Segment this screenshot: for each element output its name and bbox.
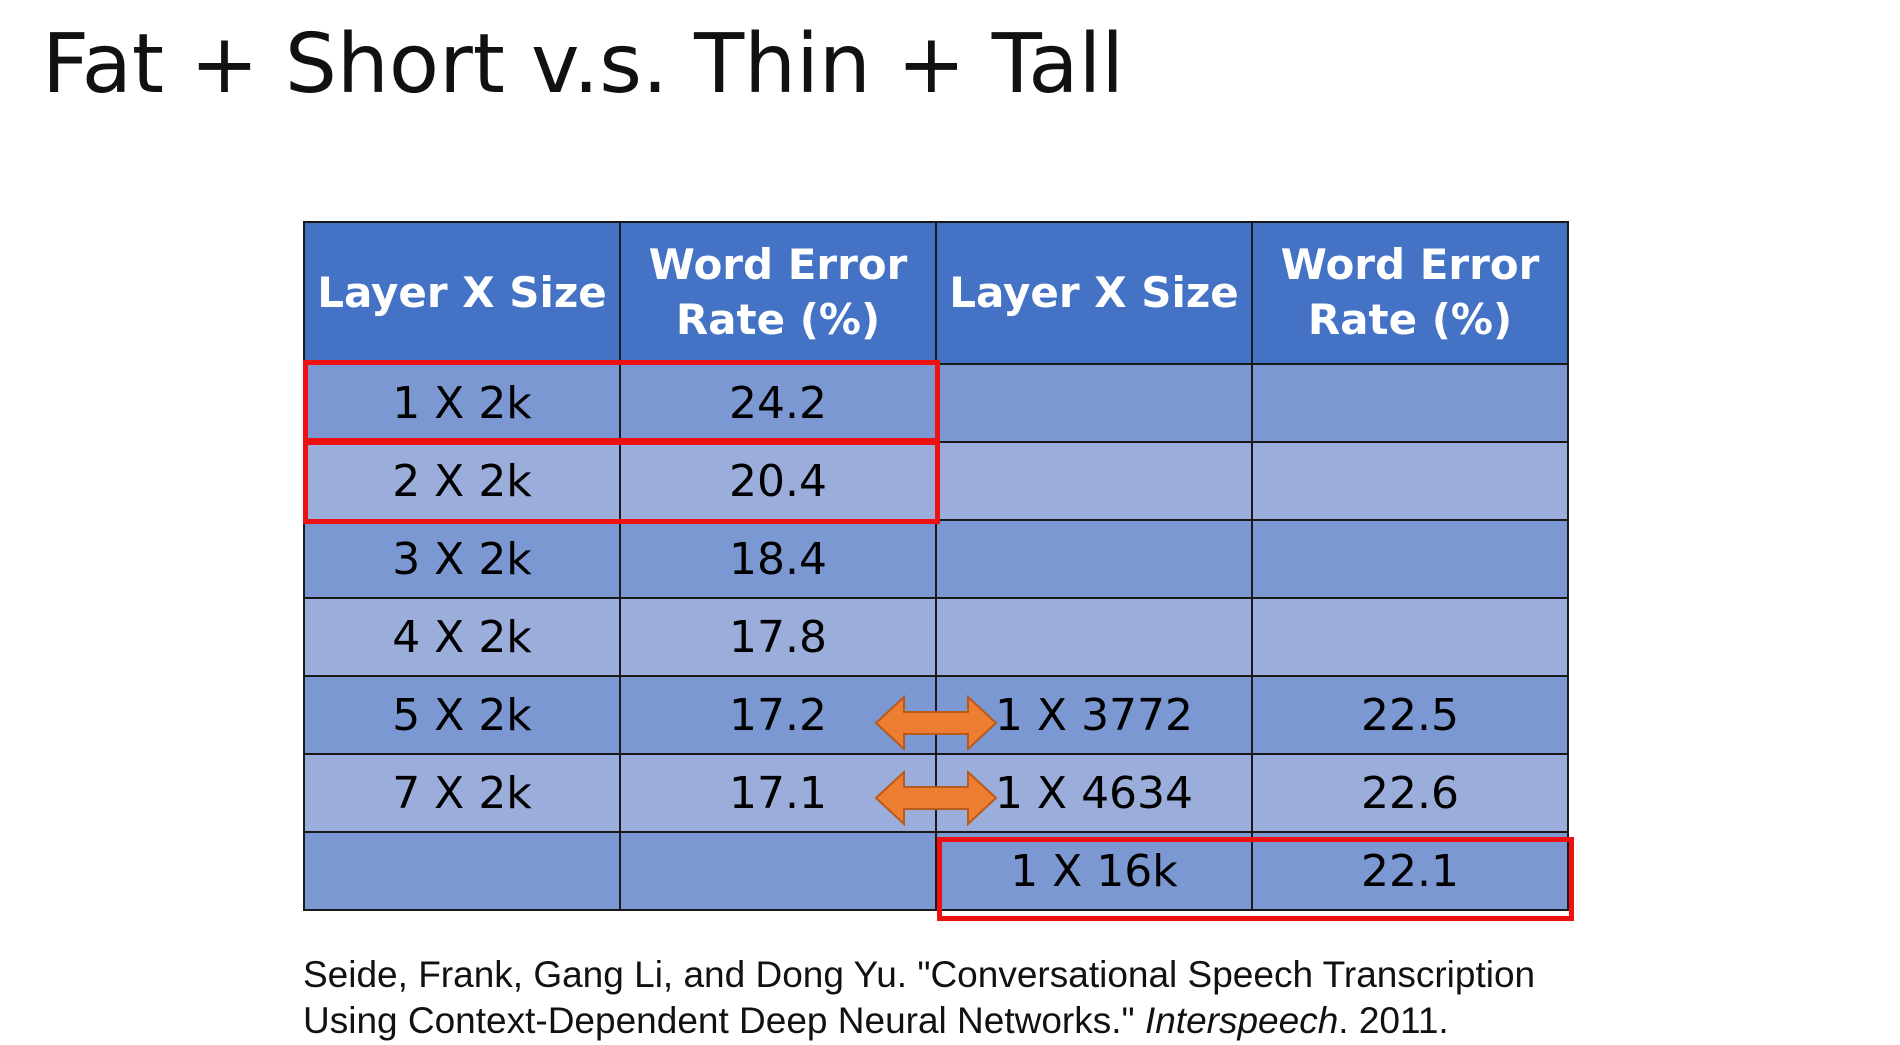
cell-wer: 17.1	[619, 753, 937, 833]
cell-layer-size	[935, 363, 1253, 443]
cell-layer-size: 3 X 2k	[303, 519, 621, 599]
cell-wer: 24.2	[619, 363, 937, 443]
table-row: 5 X 2k 17.2 1 X 3772 22.5	[303, 675, 1569, 755]
table-row: 1 X 16k 22.1	[303, 831, 1569, 911]
cell-layer-size	[935, 441, 1253, 521]
word-error-rate-table: Layer X Size Word Error Rate (%) Layer X…	[303, 221, 1569, 911]
citation-venue: Interspeech	[1144, 1000, 1339, 1041]
citation-line-1: Seide, Frank, Gang Li, and Dong Yu. "Con…	[303, 954, 1536, 995]
header-layer-size-left: Layer X Size	[303, 221, 621, 365]
cell-wer: 17.8	[619, 597, 937, 677]
cell-wer: 22.5	[1251, 675, 1569, 755]
citation: Seide, Frank, Gang Li, and Dong Yu. "Con…	[303, 952, 1535, 1044]
table-row: 2 X 2k 20.4	[303, 441, 1569, 521]
cell-layer-size	[303, 831, 621, 911]
cell-wer: 22.6	[1251, 753, 1569, 833]
citation-line-2: Using Context-Dependent Deep Neural Netw…	[303, 1000, 1145, 1041]
cell-wer	[1251, 363, 1569, 443]
cell-layer-size	[935, 519, 1253, 599]
results-table-container: Layer X Size Word Error Rate (%) Layer X…	[303, 221, 1569, 911]
cell-layer-size: 7 X 2k	[303, 753, 621, 833]
header-wer-left: Word Error Rate (%)	[619, 221, 937, 365]
cell-wer	[1251, 519, 1569, 599]
cell-wer	[619, 831, 937, 911]
cell-wer	[1251, 597, 1569, 677]
double-arrow-icon	[874, 770, 998, 826]
cell-wer: 20.4	[619, 441, 937, 521]
table-row: 4 X 2k 17.8	[303, 597, 1569, 677]
cell-wer	[1251, 441, 1569, 521]
double-arrow-icon	[874, 695, 998, 751]
header-wer-right: Word Error Rate (%)	[1251, 221, 1569, 365]
slide-title: Fat + Short v.s. Thin + Tall	[42, 17, 1125, 112]
cell-layer-size: 4 X 2k	[303, 597, 621, 677]
cell-wer: 18.4	[619, 519, 937, 599]
citation-year: . 2011.	[1338, 1000, 1449, 1041]
table-header-row: Layer X Size Word Error Rate (%) Layer X…	[303, 221, 1569, 365]
cell-wer: 22.1	[1251, 831, 1569, 911]
cell-layer-size: 5 X 2k	[303, 675, 621, 755]
cell-layer-size	[935, 597, 1253, 677]
cell-layer-size: 1 X 16k	[935, 831, 1253, 911]
cell-layer-size: 2 X 2k	[303, 441, 621, 521]
cell-layer-size: 1 X 2k	[303, 363, 621, 443]
table-row: 1 X 2k 24.2	[303, 363, 1569, 443]
header-layer-size-right: Layer X Size	[935, 221, 1253, 365]
table-row: 3 X 2k 18.4	[303, 519, 1569, 599]
